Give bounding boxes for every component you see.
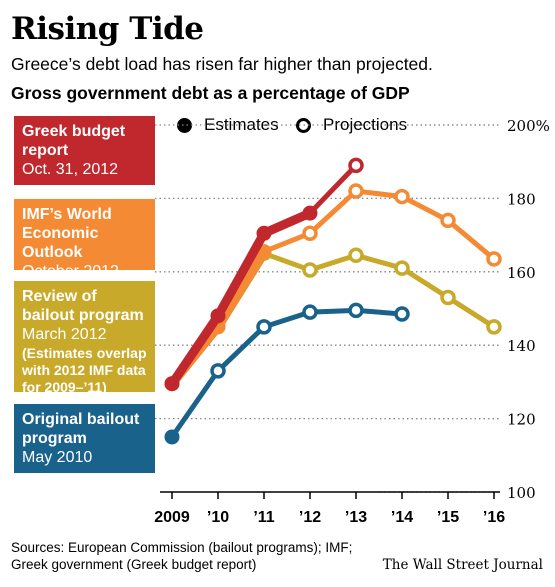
data-point-estimate (164, 376, 180, 392)
label-line: report (22, 142, 69, 159)
sources-line: Sources: European Commission (bailout pr… (11, 540, 353, 555)
data-point-projection (394, 188, 410, 205)
label-note-line: for 2009–’11) (22, 379, 107, 395)
x-tick-label: 2009 (154, 509, 190, 526)
sources-line: Greek government (Greek budget report) (11, 557, 257, 572)
chart-subtitle: Greece’s debt load has risen far higher … (11, 54, 433, 74)
data-point-estimate (210, 308, 226, 324)
data-point-projection (256, 319, 272, 335)
data-point-projection (440, 212, 456, 229)
data-point-estimate (302, 205, 318, 221)
data-point-projection (302, 304, 318, 320)
data-point-projection (348, 157, 364, 174)
series-line-projection (263, 251, 496, 329)
y-tick-label: 200% (507, 117, 550, 135)
data-point-projection (302, 262, 318, 278)
sources-note: Sources: European Commission (bailout pr… (11, 539, 371, 573)
data-point-projection (394, 260, 410, 276)
label-date: Oct. 31, 2012 (22, 161, 119, 178)
label-line: Economic Outlook (22, 225, 99, 261)
x-tick-label: ’10 (207, 509, 229, 526)
legend-projections-label: Projections (323, 115, 408, 134)
series-label-greek-budget: Greek budget report Oct. 31, 2012 (14, 116, 155, 185)
chart-title: Rising Tide (11, 11, 204, 47)
data-point-projection (302, 225, 318, 242)
data-point-projection (394, 306, 410, 322)
data-point-projection (348, 183, 364, 199)
x-tick-label: ’12 (299, 509, 321, 526)
label-line: program (22, 430, 87, 447)
data-point-projection (348, 302, 364, 319)
label-line: IMF’s World (22, 206, 112, 223)
label-note-line: with 2012 IMF data (22, 362, 146, 378)
label-line: Original bailout (22, 411, 140, 428)
label-date: October 2012 (22, 263, 119, 280)
data-point-projection (440, 289, 456, 306)
series-line-projection (308, 163, 358, 215)
x-tick-label: ’16 (483, 509, 505, 526)
data-point-projection (486, 251, 502, 267)
filled-circle-icon (177, 117, 192, 133)
label-line: Review of (22, 288, 97, 305)
series-label-original-bailout: Original bailout program May 2010 (14, 404, 155, 473)
x-tick-label: ’11 (253, 509, 274, 526)
data-point-estimate (256, 225, 272, 241)
data-point-projection (486, 319, 502, 335)
label-note-line: (Estimates overlap (22, 345, 147, 361)
y-tick-label: 140 (507, 337, 536, 355)
label-date: March 2012 (22, 326, 107, 343)
x-tick-label: ’15 (437, 509, 459, 526)
label-line: bailout program (22, 307, 144, 324)
data-point-projection (210, 363, 226, 379)
series-label-imf-outlook: IMF’s World Economic Outlook October 201… (14, 199, 155, 280)
x-tick-label: ’13 (345, 509, 367, 526)
data-point-estimate (164, 429, 180, 445)
chart-heading: Gross government debt as a percentage of… (11, 83, 410, 103)
label-line: Greek budget (22, 123, 126, 140)
label-date: May 2010 (22, 449, 93, 466)
x-tick-label: ’14 (391, 509, 413, 526)
y-tick-label: 160 (507, 264, 536, 282)
series-line-estimate (167, 208, 315, 389)
y-tick-label: 100 (507, 484, 536, 502)
series-label-review-bailout: Review of bailout program March 2012 (Es… (14, 281, 155, 395)
publisher-credit: The Wall Street Journal (382, 557, 543, 573)
data-point-projection (348, 247, 364, 264)
y-tick-label: 180 (507, 190, 536, 208)
series-line-projection (263, 188, 496, 261)
y-tick-label: 120 (507, 411, 536, 429)
